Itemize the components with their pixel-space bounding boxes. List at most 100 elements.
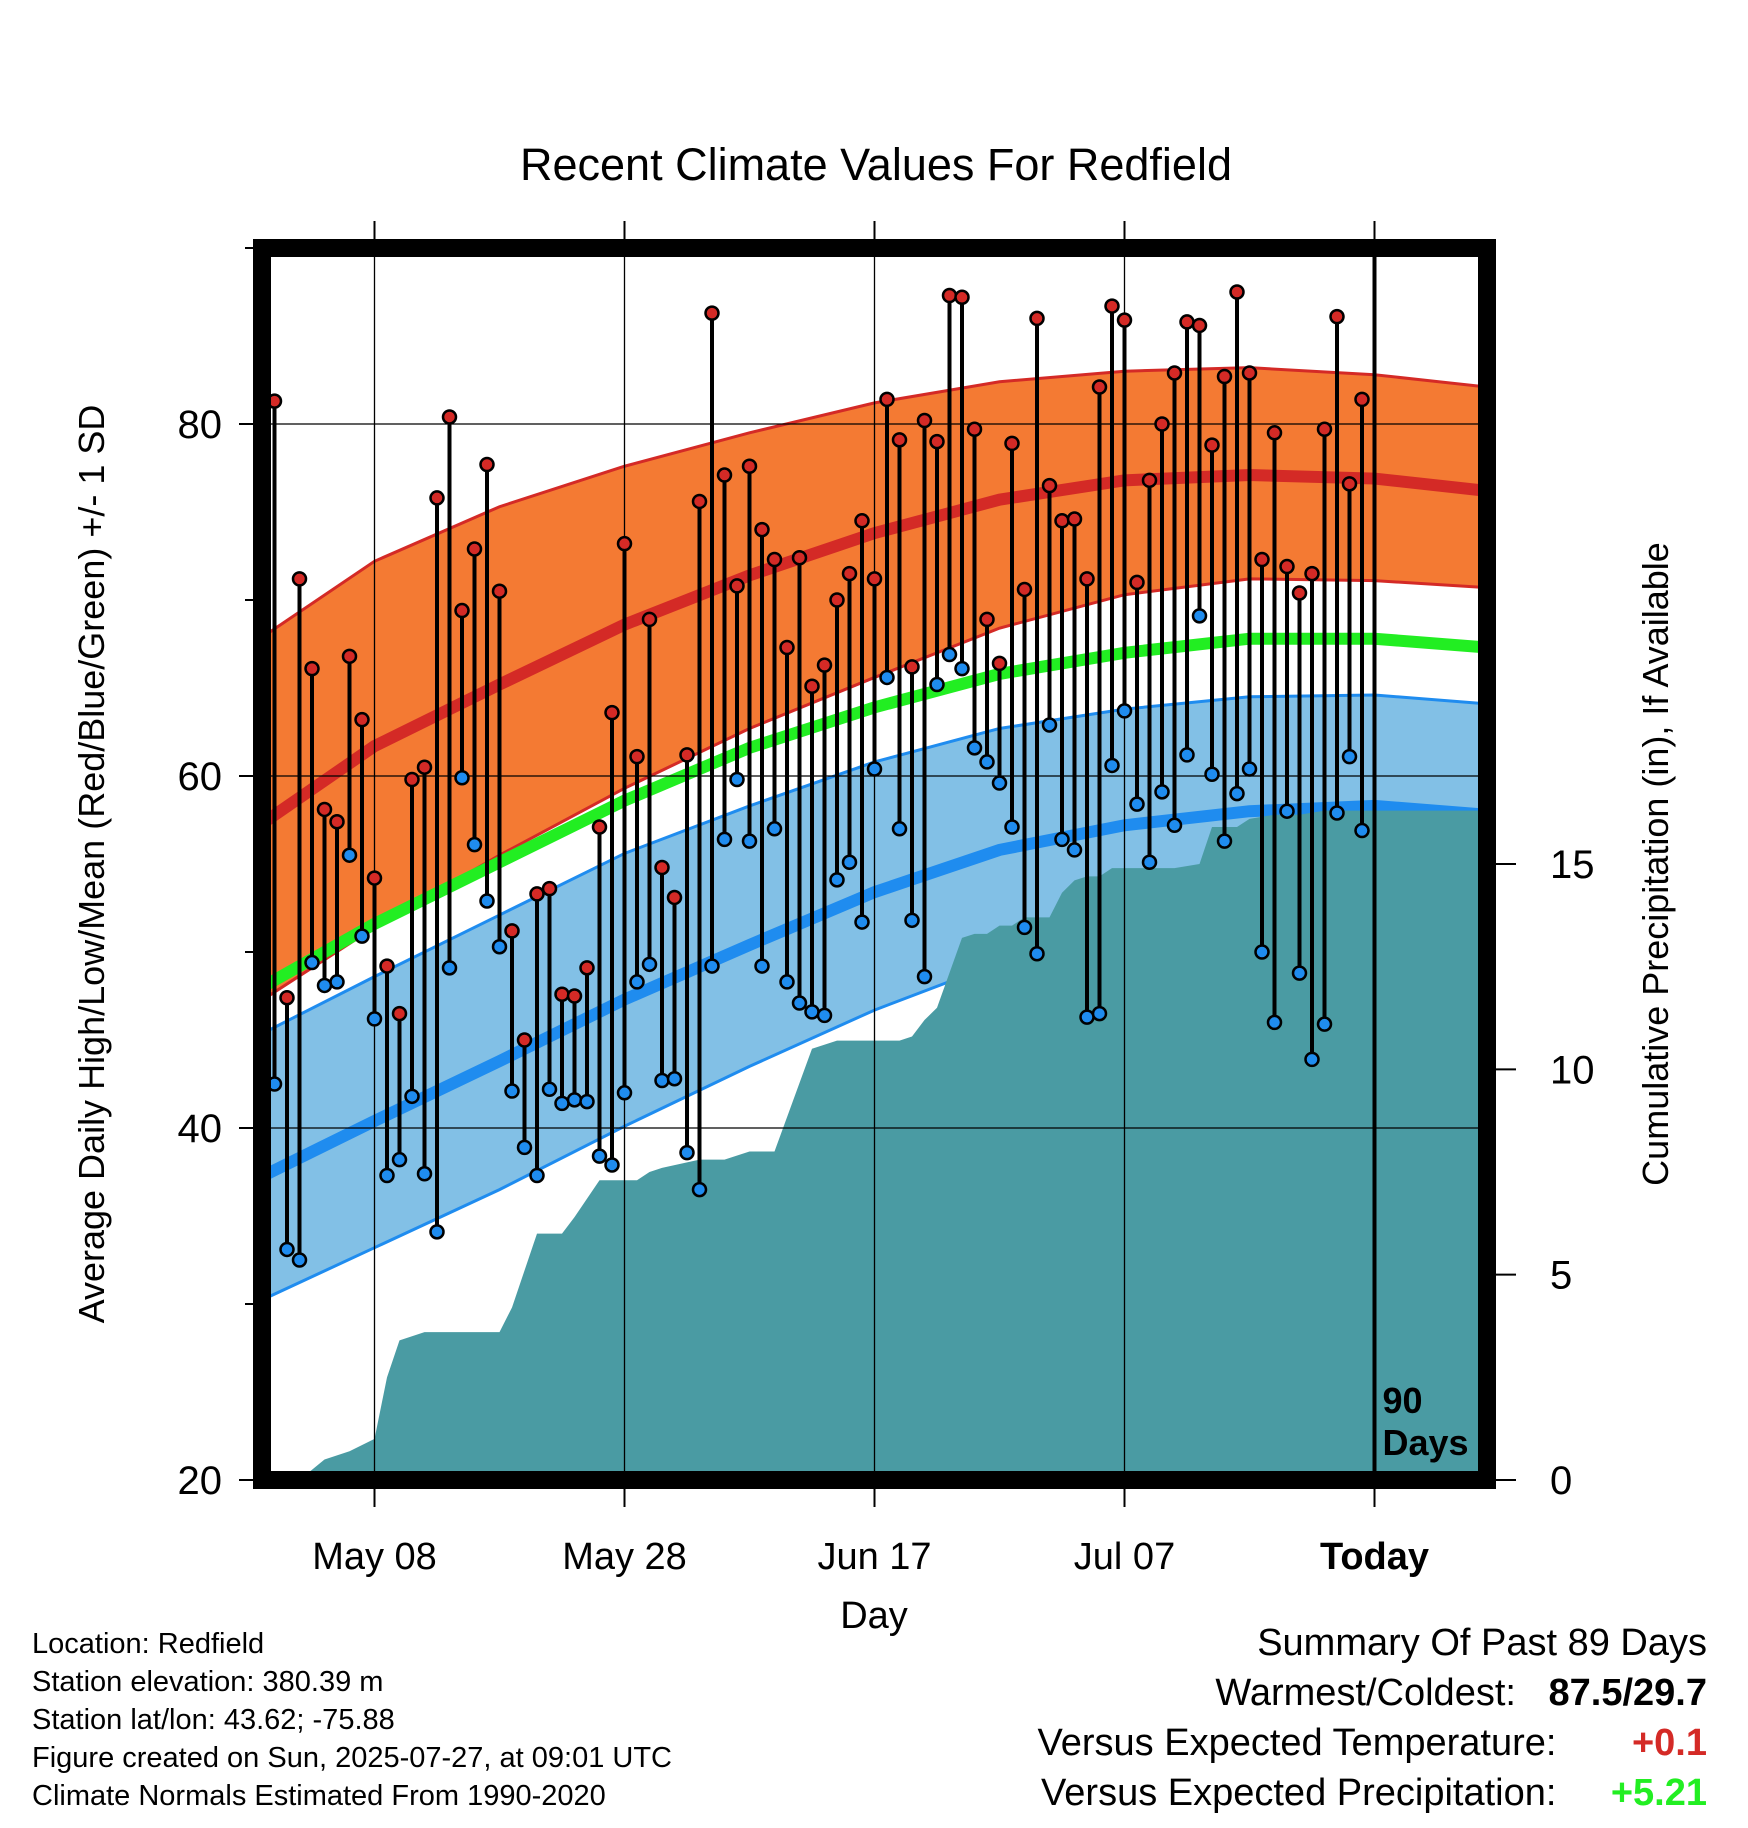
daily-low-point [341,847,358,863]
daily-high-point [304,660,320,677]
daily-low-point [666,1070,683,1087]
daily-high-point [979,611,995,628]
daily-high-point [1154,416,1170,432]
warmest-coldest-value: 87.5/29.7 [1548,1672,1707,1714]
daily-high-point [1004,435,1020,452]
daily-high-point [816,657,833,673]
daily-high-point [454,602,470,619]
daily-low-point [1329,805,1345,821]
x-tick-label: Jul 07 [1074,1536,1175,1578]
figure-created: Figure created on Sun, 2025-07-27, at 09… [32,1742,672,1774]
daily-high-point [1029,310,1045,327]
daily-low-point [1254,944,1270,960]
station-location: Location: Redfield [32,1628,265,1660]
daily-low-point [741,833,758,849]
daily-low-point [1229,785,1245,802]
daily-high-point [654,859,670,876]
daily-low-point [1191,608,1208,624]
daily-high-point [566,988,583,1004]
daily-high-point [866,571,883,587]
plot-frame [253,239,1496,1489]
daily-high-point [841,565,858,582]
daily-low-point [716,831,733,848]
daily-low-point [441,960,458,976]
daily-high-point [1066,511,1083,527]
daily-low-point [791,995,808,1011]
daily-low-point [841,854,858,870]
daily-low-point [1154,784,1170,800]
daily-high-point [1216,368,1233,385]
daily-low-point [391,1151,408,1168]
y-axis-label: Average Daily High/Low/Mean (Red/Blue/Gr… [71,405,112,1324]
daily-high-point [604,704,620,721]
daily-high-point [891,432,908,448]
daily-high-point [854,513,870,529]
daily-high-point [791,550,808,566]
daily-high-point [904,659,920,675]
daily-high-point [1304,565,1320,582]
daily-high-point [1166,365,1183,381]
daily-low-point [1004,819,1020,835]
daily-high-point [1191,317,1208,334]
daily-low-point [1354,822,1370,839]
y-tick-label: 60 [178,755,223,799]
daily-low-point [1279,803,1295,819]
summary-temp: Versus Expected Temperature: +0.1 [1038,1718,1707,1768]
daily-high-point [1291,585,1308,601]
daily-high-point [941,287,958,304]
daily-low-point [904,912,920,929]
warmest-coldest-label: Warmest/Coldest: [1215,1672,1516,1714]
daily-high-point [954,289,970,306]
daily-high-point [1091,379,1108,395]
daily-high-point [554,986,570,1002]
y2-tick-label: 0 [1550,1459,1572,1503]
daily-low-point [591,1148,608,1164]
daily-low-point [1091,1005,1108,1022]
daily-high-point [1054,513,1070,529]
daily-low-point [804,1004,820,1020]
summary-precip: Versus Expected Precipitation: +5.21 [1038,1768,1707,1818]
daily-high-point [641,611,658,628]
daily-low-point [1079,1009,1095,1025]
daily-low-point [279,1241,295,1258]
daily-high-point [429,490,445,506]
daily-low-point [941,646,958,663]
y2-tick-label: 10 [1550,1048,1595,1092]
daily-low-point [379,1167,395,1184]
daily-low-point [429,1224,445,1240]
daily-high-point [1316,421,1333,438]
daily-low-point [766,821,783,837]
daily-high-point [1141,472,1158,489]
y-tick-label: 80 [178,403,223,447]
daily-low-point [1316,1016,1333,1032]
daily-low-point [554,1095,570,1112]
daily-low-point [541,1081,558,1098]
daily-high-point [1354,391,1370,408]
daily-high-point [541,880,558,897]
daily-low-point [616,1085,633,1101]
daily-low-point [579,1093,595,1110]
daily-low-point [479,893,495,909]
x-tick-label: May 08 [312,1536,437,1578]
x-tick-label: Today [1320,1536,1429,1578]
daily-high-point [366,870,383,886]
daily-high-point [1241,365,1258,381]
daily-high-point [666,889,683,906]
daily-low-point [704,958,720,974]
daily-low-point [529,1167,545,1184]
y-tick-label: 40 [178,1107,223,1151]
daily-low-point [491,938,508,955]
summary-panel: Summary Of Past 89 Days Warmest/Coldest:… [1038,1618,1707,1818]
x-tick-label: Jun 17 [817,1536,931,1578]
daily-low-point [454,770,470,786]
daily-high-point [691,493,708,510]
daily-high-point [679,747,695,763]
daily-high-point [354,711,370,728]
daily-high-point [1016,581,1033,598]
y-tick-label: 20 [178,1459,223,1503]
temp-label: Versus Expected Temperature: [1037,1722,1557,1764]
daily-low-point [654,1072,670,1089]
x-axis-label: Day [840,1595,908,1637]
summary-title: Summary Of Past 89 Days [1257,1622,1707,1664]
